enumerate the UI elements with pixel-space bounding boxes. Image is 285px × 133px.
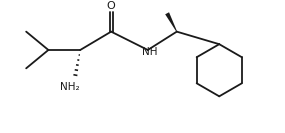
Text: NH: NH: [142, 47, 158, 57]
Polygon shape: [165, 12, 177, 32]
Text: NH₂: NH₂: [60, 82, 80, 92]
Text: O: O: [107, 1, 115, 11]
